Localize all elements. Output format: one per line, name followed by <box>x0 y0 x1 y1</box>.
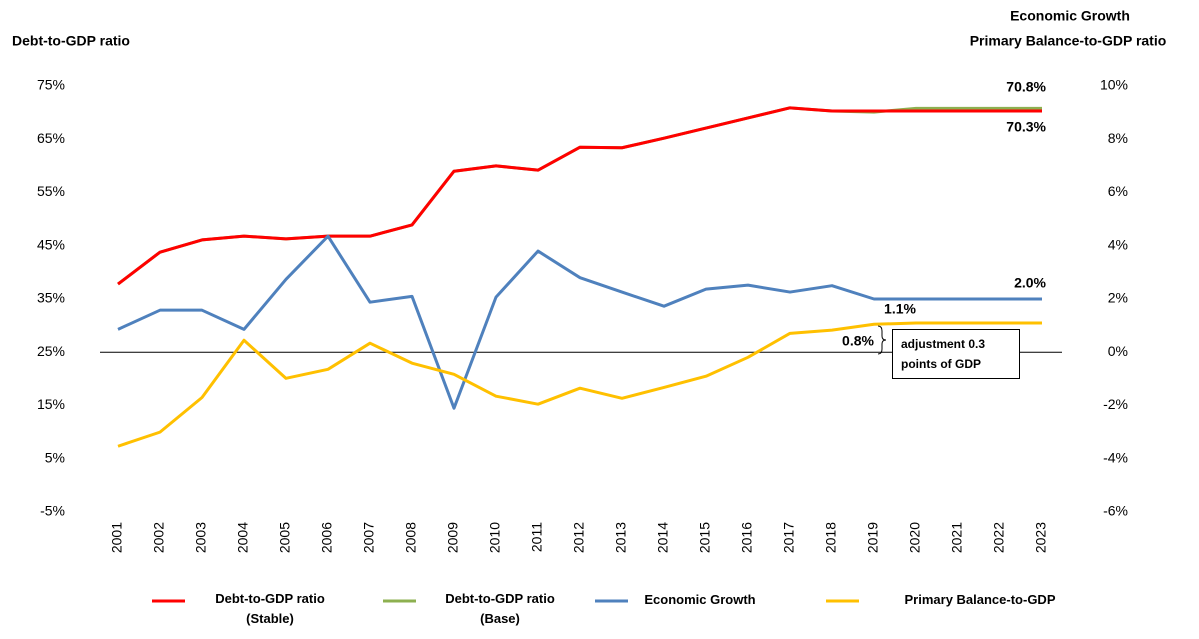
y-tick-label: 35% <box>37 290 65 306</box>
bracket <box>877 325 887 355</box>
x-tick-label: 2013 <box>613 522 629 553</box>
series-line <box>117 234 1042 410</box>
x-tick-label: 2017 <box>781 522 797 553</box>
x-tick-label: 2012 <box>571 522 587 553</box>
x-tick-label: 2008 <box>403 522 419 553</box>
x-tick-label: 2016 <box>739 522 755 553</box>
y2-tick-label: 8% <box>1108 130 1128 146</box>
x-tick-label: 2019 <box>865 522 881 553</box>
series-line <box>117 106 1042 286</box>
y2-tick-label: 0% <box>1108 343 1128 359</box>
right-axis-title: Economic Growth <box>1010 8 1130 24</box>
y-tick-label: 65% <box>37 130 65 146</box>
x-tick-label: 2018 <box>823 522 839 553</box>
annotation: 2.0% <box>1014 275 1046 291</box>
annotation-box: adjustment 0.3 points of GDP <box>892 329 1020 379</box>
x-tick-label: 2022 <box>991 522 1007 553</box>
y-tick-label: 25% <box>37 343 65 359</box>
y2-tick-label: -4% <box>1103 449 1128 465</box>
series-line <box>117 321 1042 448</box>
y2-tick-label: 6% <box>1108 183 1128 199</box>
x-tick-label: 2023 <box>1033 522 1049 553</box>
y2-tick-label: -2% <box>1103 396 1128 412</box>
y2-tick-label: -6% <box>1103 503 1128 519</box>
annotation: 70.3% <box>1006 119 1046 135</box>
y-tick-label: -5% <box>40 503 65 519</box>
x-tick-label: 2009 <box>445 522 461 553</box>
x-tick-label: 2005 <box>277 522 293 553</box>
y-tick-label: 5% <box>45 449 65 465</box>
y2-tick-label: 10% <box>1100 77 1128 93</box>
x-tick-label: 2001 <box>109 522 125 553</box>
x-tick-label: 2004 <box>235 522 251 553</box>
x-tick-label: 2015 <box>697 522 713 553</box>
x-tick-label: 2011 <box>529 522 545 552</box>
y-tick-label: 75% <box>37 77 65 93</box>
legend-label: Debt-to-GDP ratio (Stable) <box>215 591 325 626</box>
x-tick-label: 2006 <box>319 522 335 553</box>
y-tick-label: 45% <box>37 236 65 252</box>
y-tick-label: 15% <box>37 396 65 412</box>
x-tick-label: 2014 <box>655 522 671 553</box>
series-line <box>117 106 1042 286</box>
y2-tick-label: 4% <box>1108 236 1128 252</box>
annotation: 0.8% <box>842 333 874 349</box>
x-tick-label: 2007 <box>361 522 377 553</box>
x-tick-label: 2010 <box>487 522 503 553</box>
annotation: 70.8% <box>1006 79 1046 95</box>
legend-label: Primary Balance-to-GDP <box>904 592 1056 607</box>
left-axis-title: Debt-to-GDP ratio <box>12 33 130 49</box>
y-tick-label: 55% <box>37 183 65 199</box>
y2-tick-label: 2% <box>1108 290 1128 306</box>
x-tick-label: 2003 <box>193 522 209 553</box>
legend-label: Debt-to-GDP ratio (Base) <box>445 591 555 626</box>
right-axis-title: Primary Balance-to-GDP ratio <box>970 33 1167 49</box>
legend-label: Economic Growth <box>644 592 756 607</box>
x-tick-label: 2021 <box>949 522 965 553</box>
x-tick-label: 2020 <box>907 522 923 553</box>
x-tick-label: 2002 <box>151 522 167 553</box>
annotation: 1.1% <box>884 301 916 317</box>
